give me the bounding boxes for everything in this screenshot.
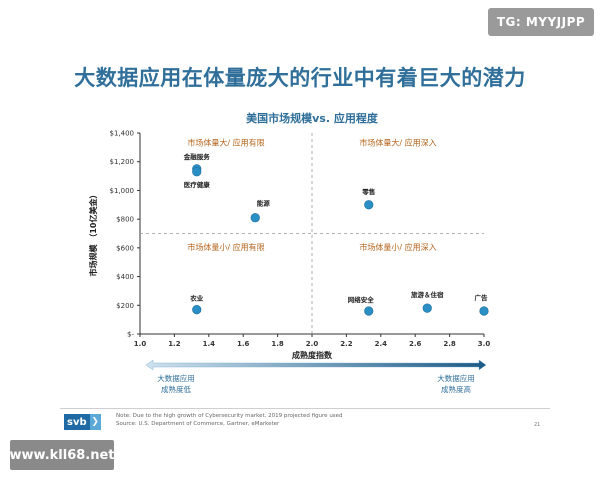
chart-title: 美国市场规模vs. 应用程度 [246,111,379,125]
chevron-right-icon: ❯ [89,414,101,430]
x-tick-label: 2.0 [306,340,319,348]
quadrant-label: 市场体量大/ 应用深入 [359,137,436,147]
logo-text: svb [64,414,90,430]
footnote-note: Note: Due to the high growth of Cybersec… [116,413,343,419]
footnote-source: Source: U.S. Department of Commerce, Gar… [116,421,280,427]
data-point-label: 农业 [189,294,204,303]
footnote: Note: Due to the high growth of Cybersec… [116,412,343,428]
x-tick-label: 1.8 [271,340,284,348]
arrow-right-label-line2: 成熟度高 [441,384,471,394]
y-tick-label: $800 [116,216,134,224]
arrow-left-label-line2: 成熟度低 [161,384,191,394]
data-point-label: 金融服务 [183,152,211,161]
x-tick-label: 3.0 [478,340,491,348]
y-tick-label: $400 [116,273,134,281]
x-tick-label: 2.6 [409,340,422,348]
data-point-label: 零售 [361,187,375,196]
data-point-label: 医疗健康 [184,180,211,189]
x-tick-label: 1.0 [134,340,147,348]
data-point [192,167,202,177]
arrow-left-label-line1: 大数据应用 [157,373,195,383]
quadrant-label: 市场体量大/ 应用有限 [187,137,264,147]
y-tick-label: $1,400 [110,130,135,138]
page-number: 21 [534,422,541,428]
data-point-label: 旅游＆住宿 [411,290,444,299]
watermark-bottom: www.kll68.net [10,440,115,470]
x-axis-label: 成熟度指数 [292,350,333,360]
data-point [364,306,374,316]
x-tick-label: 2.2 [340,340,353,348]
data-point-label: 网络安全 [348,295,375,304]
x-tick-label: 1.4 [203,340,216,348]
arrow-right-label-line1: 大数据应用 [437,373,475,383]
data-point [422,303,432,313]
x-tick-label: 1.6 [237,340,250,348]
quadrant-label: 市场体量小/ 应用深入 [359,242,436,252]
data-point [250,213,260,223]
page-title: 大数据应用在体量庞大的行业中有着巨大的潜力 [74,66,526,90]
x-tick-label: 2.4 [375,340,388,348]
y-tick-label: $- [127,331,134,339]
x-tick-label: 2.8 [443,340,456,348]
x-tick-label: 1.2 [168,340,181,348]
data-point [479,306,489,316]
y-tick-label: $200 [116,302,134,310]
data-point [192,304,202,315]
data-point-label: 能源 [257,199,271,208]
maturity-arrow [145,359,487,371]
footer-divider [60,408,550,409]
svb-logo: svb ❯ [64,414,102,430]
y-axis-label: 市场规模 （10亿美金） [88,191,98,277]
data-point [364,200,374,210]
quadrant-label: 市场体量小/ 应用有限 [187,242,264,252]
data-point-label: 广告 [475,293,489,302]
y-tick-label: $1,000 [110,187,135,195]
y-tick-label: $1,200 [110,158,135,166]
watermark-top: TG: MYYJJPP [488,8,594,36]
y-tick-label: $600 [116,244,134,252]
